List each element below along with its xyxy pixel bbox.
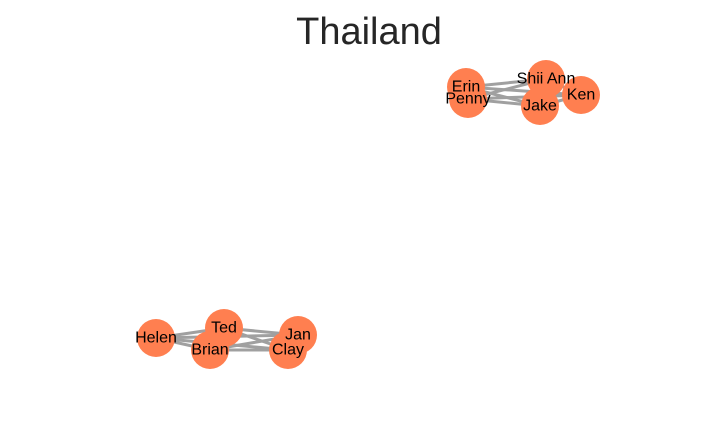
node-jake [521, 87, 559, 125]
node-clay [269, 331, 307, 369]
edges-layer [154, 77, 583, 352]
node-label-penny: Penny [445, 91, 490, 108]
graph-title: Thailand [296, 11, 442, 53]
node-penny [449, 80, 487, 118]
node-brian [191, 331, 229, 369]
node-label-ken: Ken [567, 87, 595, 104]
node-label-brian: Brian [191, 342, 228, 359]
node-label-jan: Jan [285, 327, 311, 344]
node-label-helen: Helen [135, 330, 177, 347]
node-label-jake: Jake [523, 98, 557, 115]
node-ken [562, 76, 600, 114]
node-label-erin: Erin [452, 79, 480, 96]
node-label-shii-ann: Shii Ann [517, 71, 576, 88]
node-helen [137, 319, 175, 357]
edge-erin-ken [464, 85, 583, 97]
node-label-ted: Ted [211, 320, 237, 337]
node-label-clay: Clay [272, 342, 304, 359]
